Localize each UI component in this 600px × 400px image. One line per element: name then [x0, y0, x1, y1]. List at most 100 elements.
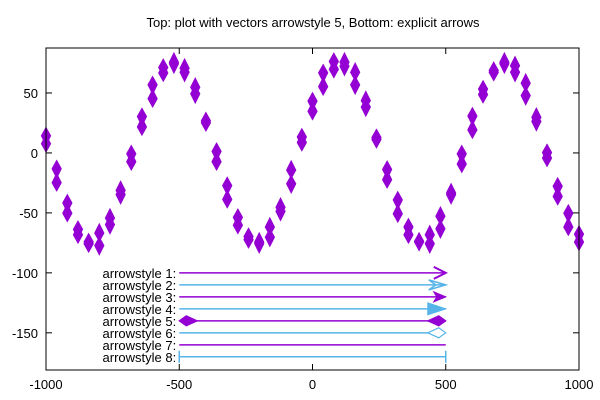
arrow-head: [179, 57, 190, 78]
arrow-head: [509, 55, 521, 76]
y-tick-label: -100: [12, 266, 38, 281]
vector: [371, 128, 382, 149]
arrow-label: arrowstyle 7:: [103, 338, 177, 353]
vector: [467, 106, 478, 140]
vector: [179, 57, 190, 83]
vector: [83, 232, 94, 254]
arrow-head: [520, 72, 531, 93]
arrow-head: [499, 51, 510, 72]
arrow-head: [104, 207, 116, 228]
vector: [94, 222, 105, 256]
x-tick-label: 500: [435, 377, 457, 392]
arrow-head: [168, 51, 180, 72]
vector: [222, 176, 233, 209]
vector: [563, 203, 574, 237]
vector: [424, 224, 435, 255]
vector: [360, 90, 371, 118]
arrow-head: [552, 186, 563, 206]
arrow-head: [467, 119, 478, 140]
arrow-head: [432, 290, 448, 303]
vector: [531, 107, 542, 132]
arrow-head: [94, 222, 105, 243]
vector: [445, 182, 457, 205]
arrow-head: [200, 112, 212, 132]
explicit-arrow: arrowstyle 7:: [103, 338, 446, 353]
chart-title: Top: plot with vectors arrowstyle 5, Bot…: [146, 15, 480, 30]
arrow-label: arrowstyle 1:: [103, 266, 177, 281]
vector: [456, 144, 467, 174]
y-tick-label: 50: [24, 86, 38, 101]
arrow-head: [286, 174, 297, 195]
arrow-head: [413, 231, 425, 252]
arrow-head: [264, 227, 276, 248]
arrow-head: [83, 233, 94, 254]
arrow-head: [435, 205, 446, 226]
vector: [275, 196, 286, 222]
vector: [168, 51, 180, 75]
vector: [499, 51, 510, 75]
arrow-head: [275, 196, 286, 217]
arrow-head: [94, 236, 105, 256]
arrow-head: [307, 101, 318, 121]
vector: [115, 180, 126, 205]
vector: [435, 205, 446, 240]
vector: [286, 159, 297, 195]
vector: [158, 58, 169, 83]
explicit-arrow: arrowstyle 1:: [103, 265, 448, 281]
vector: [552, 176, 563, 206]
arrow-head: [339, 51, 350, 72]
arrow-head: [349, 62, 361, 82]
y-tick-label: 0: [31, 146, 38, 161]
arrow-head: [435, 219, 446, 240]
arrow-head: [115, 180, 126, 200]
arrow-head: [243, 229, 254, 249]
arrow-label: arrowstyle 2:: [103, 278, 177, 293]
plot-frame: [45, 47, 580, 371]
explicit-arrow: arrowstyle 3:: [103, 290, 448, 305]
arrow-head: [264, 216, 276, 237]
vector: [392, 190, 403, 224]
x-tick-label: -500: [166, 377, 192, 392]
arrow-head: [403, 224, 414, 245]
vector: [477, 79, 489, 104]
arrow-head: [445, 182, 457, 203]
explicit-arrow: arrowstyle 8:: [103, 350, 447, 365]
arrow-head: [190, 77, 201, 97]
vector: [349, 62, 361, 96]
arrow-head: [178, 315, 199, 327]
arrow-label: arrowstyle 3:: [103, 290, 177, 305]
arrow-head: [563, 216, 574, 237]
arrow-head: [62, 202, 73, 223]
arrow-head: [349, 75, 361, 96]
explicit-arrow: arrowstyle 2:: [103, 278, 449, 293]
y-tick-label: -150: [12, 326, 38, 341]
arrow-head: [232, 214, 244, 235]
arrow-head: [477, 84, 489, 104]
arrow-head: [126, 151, 137, 171]
vector: [232, 208, 244, 235]
vector: [403, 217, 414, 245]
vector: [51, 159, 62, 192]
explicit-arrow: arrowstyle 5:: [103, 314, 447, 329]
arrow-head: [286, 159, 297, 180]
vector: [296, 127, 308, 152]
arrow-head: [426, 315, 447, 327]
arrow-head: [433, 265, 448, 280]
vector: [264, 216, 276, 248]
arrow-head: [426, 327, 447, 339]
vector: [339, 51, 350, 77]
vector: [104, 207, 116, 235]
arrow-head: [531, 107, 542, 127]
arrow-head: [427, 302, 448, 316]
vector: [136, 107, 148, 137]
vector: [62, 193, 73, 223]
explicit-arrow: arrowstyle 6:: [103, 326, 447, 341]
plot-marks: arrowstyle 1:arrowstyle 2:arrowstyle 3: a…: [40, 51, 585, 365]
vector: [190, 77, 201, 105]
arrow-label: arrowstyle 5:: [103, 314, 177, 329]
vector: [254, 231, 265, 255]
vector: [211, 142, 222, 171]
arrow-head: [158, 62, 169, 83]
y-tick-label: -50: [19, 206, 38, 221]
